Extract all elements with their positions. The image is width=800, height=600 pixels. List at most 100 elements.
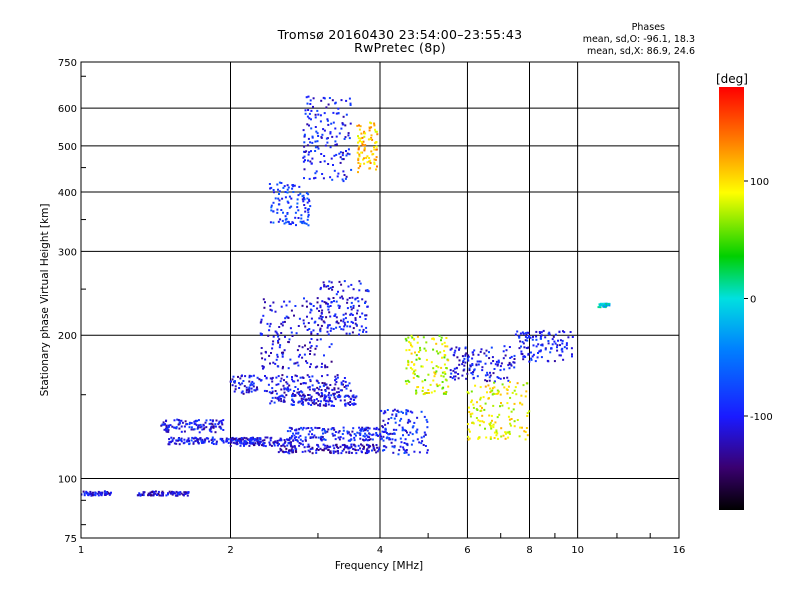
echo-point bbox=[488, 351, 490, 354]
echo-point bbox=[409, 410, 412, 413]
echo-point bbox=[185, 440, 188, 443]
echo-point bbox=[465, 377, 468, 380]
echo-point bbox=[375, 141, 378, 144]
echo-point bbox=[308, 388, 311, 391]
echo-point bbox=[365, 330, 368, 333]
echo-point bbox=[477, 437, 480, 440]
echo-point bbox=[364, 427, 367, 430]
echo-point bbox=[355, 452, 358, 455]
echo-point bbox=[222, 429, 225, 431]
echo-point bbox=[394, 438, 397, 441]
echo-point bbox=[296, 391, 299, 394]
echo-point bbox=[360, 132, 363, 135]
echo-point bbox=[485, 354, 488, 357]
echo-point bbox=[238, 437, 241, 440]
echo-point bbox=[320, 99, 323, 102]
echo-point bbox=[243, 436, 246, 439]
echo-point bbox=[343, 325, 346, 328]
echo-point bbox=[346, 394, 349, 397]
echo-point bbox=[310, 427, 313, 429]
echo-point bbox=[319, 403, 322, 405]
echo-point bbox=[286, 200, 289, 203]
echo-point bbox=[469, 415, 472, 418]
echo-point bbox=[529, 336, 532, 339]
echo-point bbox=[171, 425, 174, 428]
echo-point bbox=[377, 448, 380, 451]
echo-point bbox=[281, 450, 284, 453]
echo-point bbox=[492, 426, 495, 429]
echo-point bbox=[279, 218, 282, 221]
echo-point bbox=[277, 335, 280, 338]
echo-point bbox=[420, 410, 423, 413]
echo-point bbox=[424, 392, 427, 394]
echo-point bbox=[440, 339, 442, 342]
echo-point bbox=[435, 370, 438, 373]
echo-point bbox=[406, 431, 408, 434]
echo-point bbox=[212, 443, 215, 445]
echo-point bbox=[327, 449, 330, 451]
echo-point bbox=[353, 433, 356, 435]
echo-point bbox=[311, 157, 314, 160]
echo-point bbox=[241, 390, 244, 393]
echo-point bbox=[525, 333, 528, 336]
echo-point bbox=[290, 197, 293, 200]
echo-point bbox=[280, 332, 283, 334]
echo-point bbox=[607, 302, 610, 305]
echo-point bbox=[104, 493, 107, 496]
echo-point bbox=[437, 352, 440, 355]
echo-point bbox=[397, 453, 400, 456]
echo-point bbox=[277, 341, 280, 344]
echo-point bbox=[193, 420, 196, 423]
echo-point bbox=[94, 494, 97, 497]
echo-point bbox=[293, 434, 296, 437]
echo-point bbox=[421, 390, 424, 392]
echo-point bbox=[469, 364, 472, 367]
echo-point bbox=[484, 362, 487, 365]
echo-point bbox=[330, 301, 333, 303]
echo-point bbox=[372, 443, 374, 446]
echo-point bbox=[392, 451, 395, 454]
echo-point bbox=[311, 384, 314, 387]
echo-point bbox=[470, 372, 473, 374]
echo-point bbox=[202, 441, 205, 444]
echo-point bbox=[488, 414, 491, 417]
echo-point bbox=[240, 391, 243, 394]
echo-point bbox=[352, 327, 355, 330]
echo-point bbox=[273, 401, 276, 404]
echo-point bbox=[608, 304, 611, 307]
echo-point bbox=[510, 364, 513, 367]
echo-point bbox=[233, 390, 236, 393]
echo-point bbox=[521, 426, 523, 429]
echo-point bbox=[366, 289, 369, 291]
echo-point bbox=[383, 431, 385, 433]
echo-point bbox=[310, 309, 313, 312]
echo-point bbox=[520, 394, 523, 397]
echo-point bbox=[332, 111, 335, 114]
echo-point bbox=[439, 351, 442, 354]
echo-point bbox=[303, 204, 306, 206]
echo-point bbox=[410, 334, 413, 337]
echo-point bbox=[451, 377, 454, 380]
echo-point bbox=[348, 153, 351, 156]
echo-point bbox=[413, 370, 416, 373]
echo-point bbox=[539, 335, 542, 338]
echo-point bbox=[280, 209, 283, 211]
echo-point bbox=[507, 385, 510, 388]
echo-point bbox=[505, 349, 508, 352]
echo-point bbox=[152, 493, 155, 496]
echo-point bbox=[484, 379, 487, 382]
echo-point bbox=[407, 359, 410, 362]
echo-point bbox=[171, 490, 173, 493]
echo-point bbox=[260, 352, 263, 355]
echo-point bbox=[422, 336, 425, 339]
echo-point bbox=[323, 394, 326, 397]
echo-point bbox=[331, 178, 334, 181]
echo-point bbox=[471, 412, 474, 415]
echo-point bbox=[344, 444, 347, 447]
echo-point bbox=[307, 159, 309, 162]
echo-point bbox=[299, 382, 302, 385]
echo-point bbox=[404, 337, 407, 340]
echo-point bbox=[337, 436, 340, 439]
echo-point bbox=[385, 446, 388, 449]
